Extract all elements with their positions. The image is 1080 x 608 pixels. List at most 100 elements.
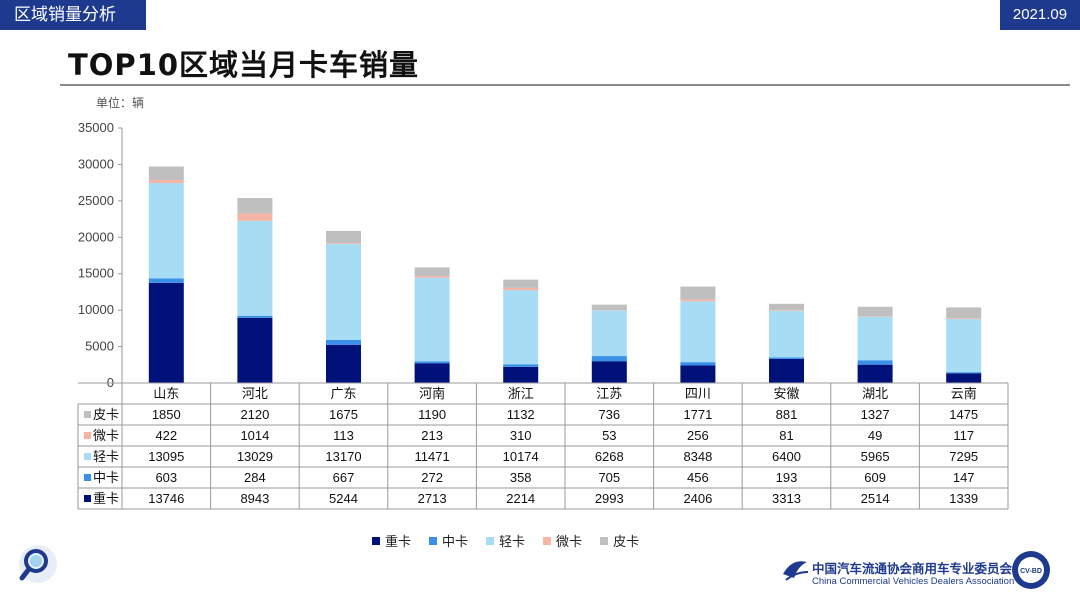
bar-segment — [148, 166, 184, 180]
table-cell-value: 117 — [953, 428, 974, 443]
bar-segment — [326, 243, 361, 340]
table-cell-value: 1327 — [861, 407, 890, 422]
table-cell-value: 1771 — [683, 407, 712, 422]
y-tick-label: 5000 — [85, 339, 114, 354]
table-cell-value: 609 — [864, 470, 886, 485]
table-cell-value: 10174 — [503, 449, 539, 464]
table-cell-value: 456 — [687, 470, 709, 485]
table-cell-value: 5244 — [329, 491, 358, 506]
legend-swatch — [372, 536, 380, 545]
report-date: 2021.09 — [1000, 0, 1080, 30]
table-cell-value: 1132 — [507, 407, 535, 422]
row-series-label: 皮卡 — [93, 407, 119, 422]
row-legend-swatch — [84, 453, 91, 460]
bar-segment — [857, 360, 893, 365]
table-cell-value: 213 — [421, 428, 443, 443]
legend-label: 皮卡 — [613, 535, 640, 550]
legend-item: 中卡 — [429, 531, 468, 550]
bar-segment — [591, 356, 627, 362]
bar-segment — [680, 362, 716, 366]
category-label: 山东 — [153, 386, 179, 401]
bar-segment — [148, 282, 184, 383]
table-cell-value: 13029 — [237, 449, 273, 464]
bar-segment — [591, 304, 627, 311]
table-cell-value: 7295 — [949, 449, 978, 464]
category-label: 四川 — [685, 386, 711, 401]
bar-segment — [237, 198, 273, 214]
bar-segment — [148, 183, 184, 279]
table-cell-value: 2713 — [418, 491, 447, 506]
row-series-label: 轻卡 — [93, 449, 119, 464]
row-series-label: 中卡 — [93, 470, 119, 485]
unit-label: 单位：辆 — [96, 96, 145, 110]
y-tick-label: 10000 — [78, 302, 114, 317]
bar-segment — [326, 230, 361, 244]
table-cell-value: 1675 — [329, 407, 358, 422]
association-name-cn: 中国汽车流通协会商用车专业委员会 — [812, 561, 1013, 576]
association-name-en: China Commercial Vehicles Dealers Associ… — [812, 576, 1015, 587]
table-cell-value: 13170 — [325, 449, 361, 464]
bar-segment — [503, 366, 539, 383]
legend-item: 微卡 — [543, 531, 582, 550]
table-cell-value: 13746 — [148, 491, 184, 506]
bar-segment — [414, 363, 450, 383]
table-cell-value: 1475 — [949, 407, 978, 422]
table-cell-value: 147 — [953, 470, 975, 485]
title-divider — [60, 84, 1070, 86]
bar-segment — [946, 318, 982, 320]
bar-segment — [857, 316, 893, 361]
chart-legend: 重卡 中卡 轻卡 微卡 皮卡 — [372, 531, 639, 550]
table-cell-value: 1339 — [949, 491, 978, 506]
bar-segment — [857, 306, 893, 317]
table-cell-value: 2120 — [240, 407, 269, 422]
table-cell-value: 8943 — [240, 491, 269, 506]
category-label: 河北 — [242, 386, 268, 401]
bar-segment — [414, 276, 450, 278]
legend-label: 中卡 — [442, 535, 469, 550]
bar-segment — [237, 315, 273, 318]
row-series-label: 重卡 — [93, 491, 119, 506]
table-cell-value: 81 — [779, 428, 793, 443]
table-cell-value: 8348 — [683, 449, 712, 464]
y-tick-label: 25000 — [78, 193, 114, 208]
table-cell-value: 1850 — [152, 407, 181, 422]
table-cell-value: 2406 — [683, 491, 712, 506]
bar-segment — [680, 365, 716, 383]
category-label: 湖北 — [862, 386, 888, 401]
table-cell-value: 193 — [776, 470, 798, 485]
bar-segment — [503, 364, 539, 367]
legend-item: 轻卡 — [486, 531, 525, 550]
table-cell-value: 2514 — [861, 491, 890, 506]
table-cell-value: 284 — [244, 470, 266, 485]
table-cell-value: 49 — [868, 428, 882, 443]
bar-segment — [946, 307, 982, 319]
legend-label: 重卡 — [385, 535, 412, 550]
bar-segment — [503, 290, 539, 365]
bar-segment — [326, 339, 361, 345]
association-logo-icon — [783, 561, 809, 581]
badge-text: CV-BD — [1020, 568, 1042, 575]
table-cell-value: 2214 — [506, 491, 535, 506]
table-cell-value: 11471 — [415, 449, 450, 464]
bar-segment — [503, 279, 539, 288]
bar-segment — [680, 301, 716, 363]
bar-segment — [237, 213, 273, 221]
table-cell-value: 667 — [333, 470, 355, 485]
table-cell-value: 422 — [155, 428, 177, 443]
table-cell-value: 256 — [687, 428, 709, 443]
table-cell-value: 881 — [776, 407, 798, 422]
bar-segment — [769, 310, 804, 311]
bar-segment — [769, 303, 804, 311]
table-cell-value: 272 — [421, 470, 443, 485]
table-cell-value: 358 — [510, 470, 532, 485]
legend-swatch — [543, 536, 552, 545]
bar-segment — [326, 344, 361, 383]
table-cell-value: 113 — [333, 428, 354, 443]
table-cell-value: 310 — [510, 428, 532, 443]
y-tick-label: 20000 — [78, 229, 114, 244]
bar-segment — [503, 287, 539, 291]
y-tick-label: 30000 — [78, 156, 114, 171]
table-cell-value: 705 — [598, 470, 620, 485]
bar-segment — [148, 278, 184, 283]
